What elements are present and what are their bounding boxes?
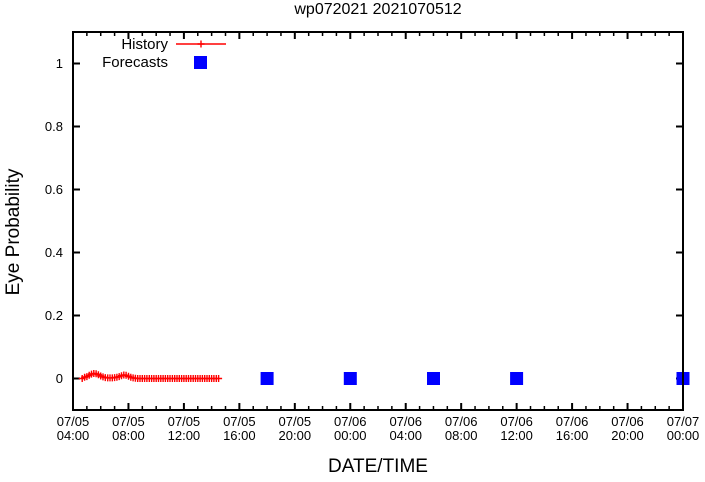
legend-forecasts-label: Forecasts (102, 54, 168, 71)
x-tick-label: 07/06 20:00 (611, 414, 644, 443)
x-tick-label: 07/06 00:00 (333, 414, 367, 443)
x-tick-label: 07/06 08:00 (444, 414, 478, 443)
y-axis-label: Eye Probability (3, 168, 24, 296)
y-tick-label: 0.6 (44, 181, 63, 197)
y-tick-label: 0.8 (44, 118, 63, 134)
legend-history-label: History (121, 36, 168, 53)
y-tick-label: 1 (55, 55, 63, 71)
x-tick-label: 07/06 04:00 (389, 414, 422, 443)
x-tick-label: 07/06 16:00 (555, 414, 589, 443)
x-tick-label: 07/05 20:00 (278, 414, 312, 443)
x-axis-label: DATE/TIME (328, 456, 428, 477)
x-tick-label: 07/05 08:00 (112, 414, 145, 443)
y-tick-label: 0.4 (44, 244, 63, 260)
y-tick-label: 0 (55, 370, 63, 386)
x-tick-label: 07/05 16:00 (223, 414, 256, 443)
x-tick-label: 07/05 04:00 (56, 414, 90, 443)
chart-title: wp072021 2021070512 (294, 1, 462, 18)
y-tick-label: 0.2 (44, 307, 63, 323)
x-tick-label: 07/05 12:00 (167, 414, 201, 443)
x-tick-label: 07/07 00:00 (666, 414, 700, 443)
x-tick-label: 07/06 12:00 (500, 414, 533, 443)
